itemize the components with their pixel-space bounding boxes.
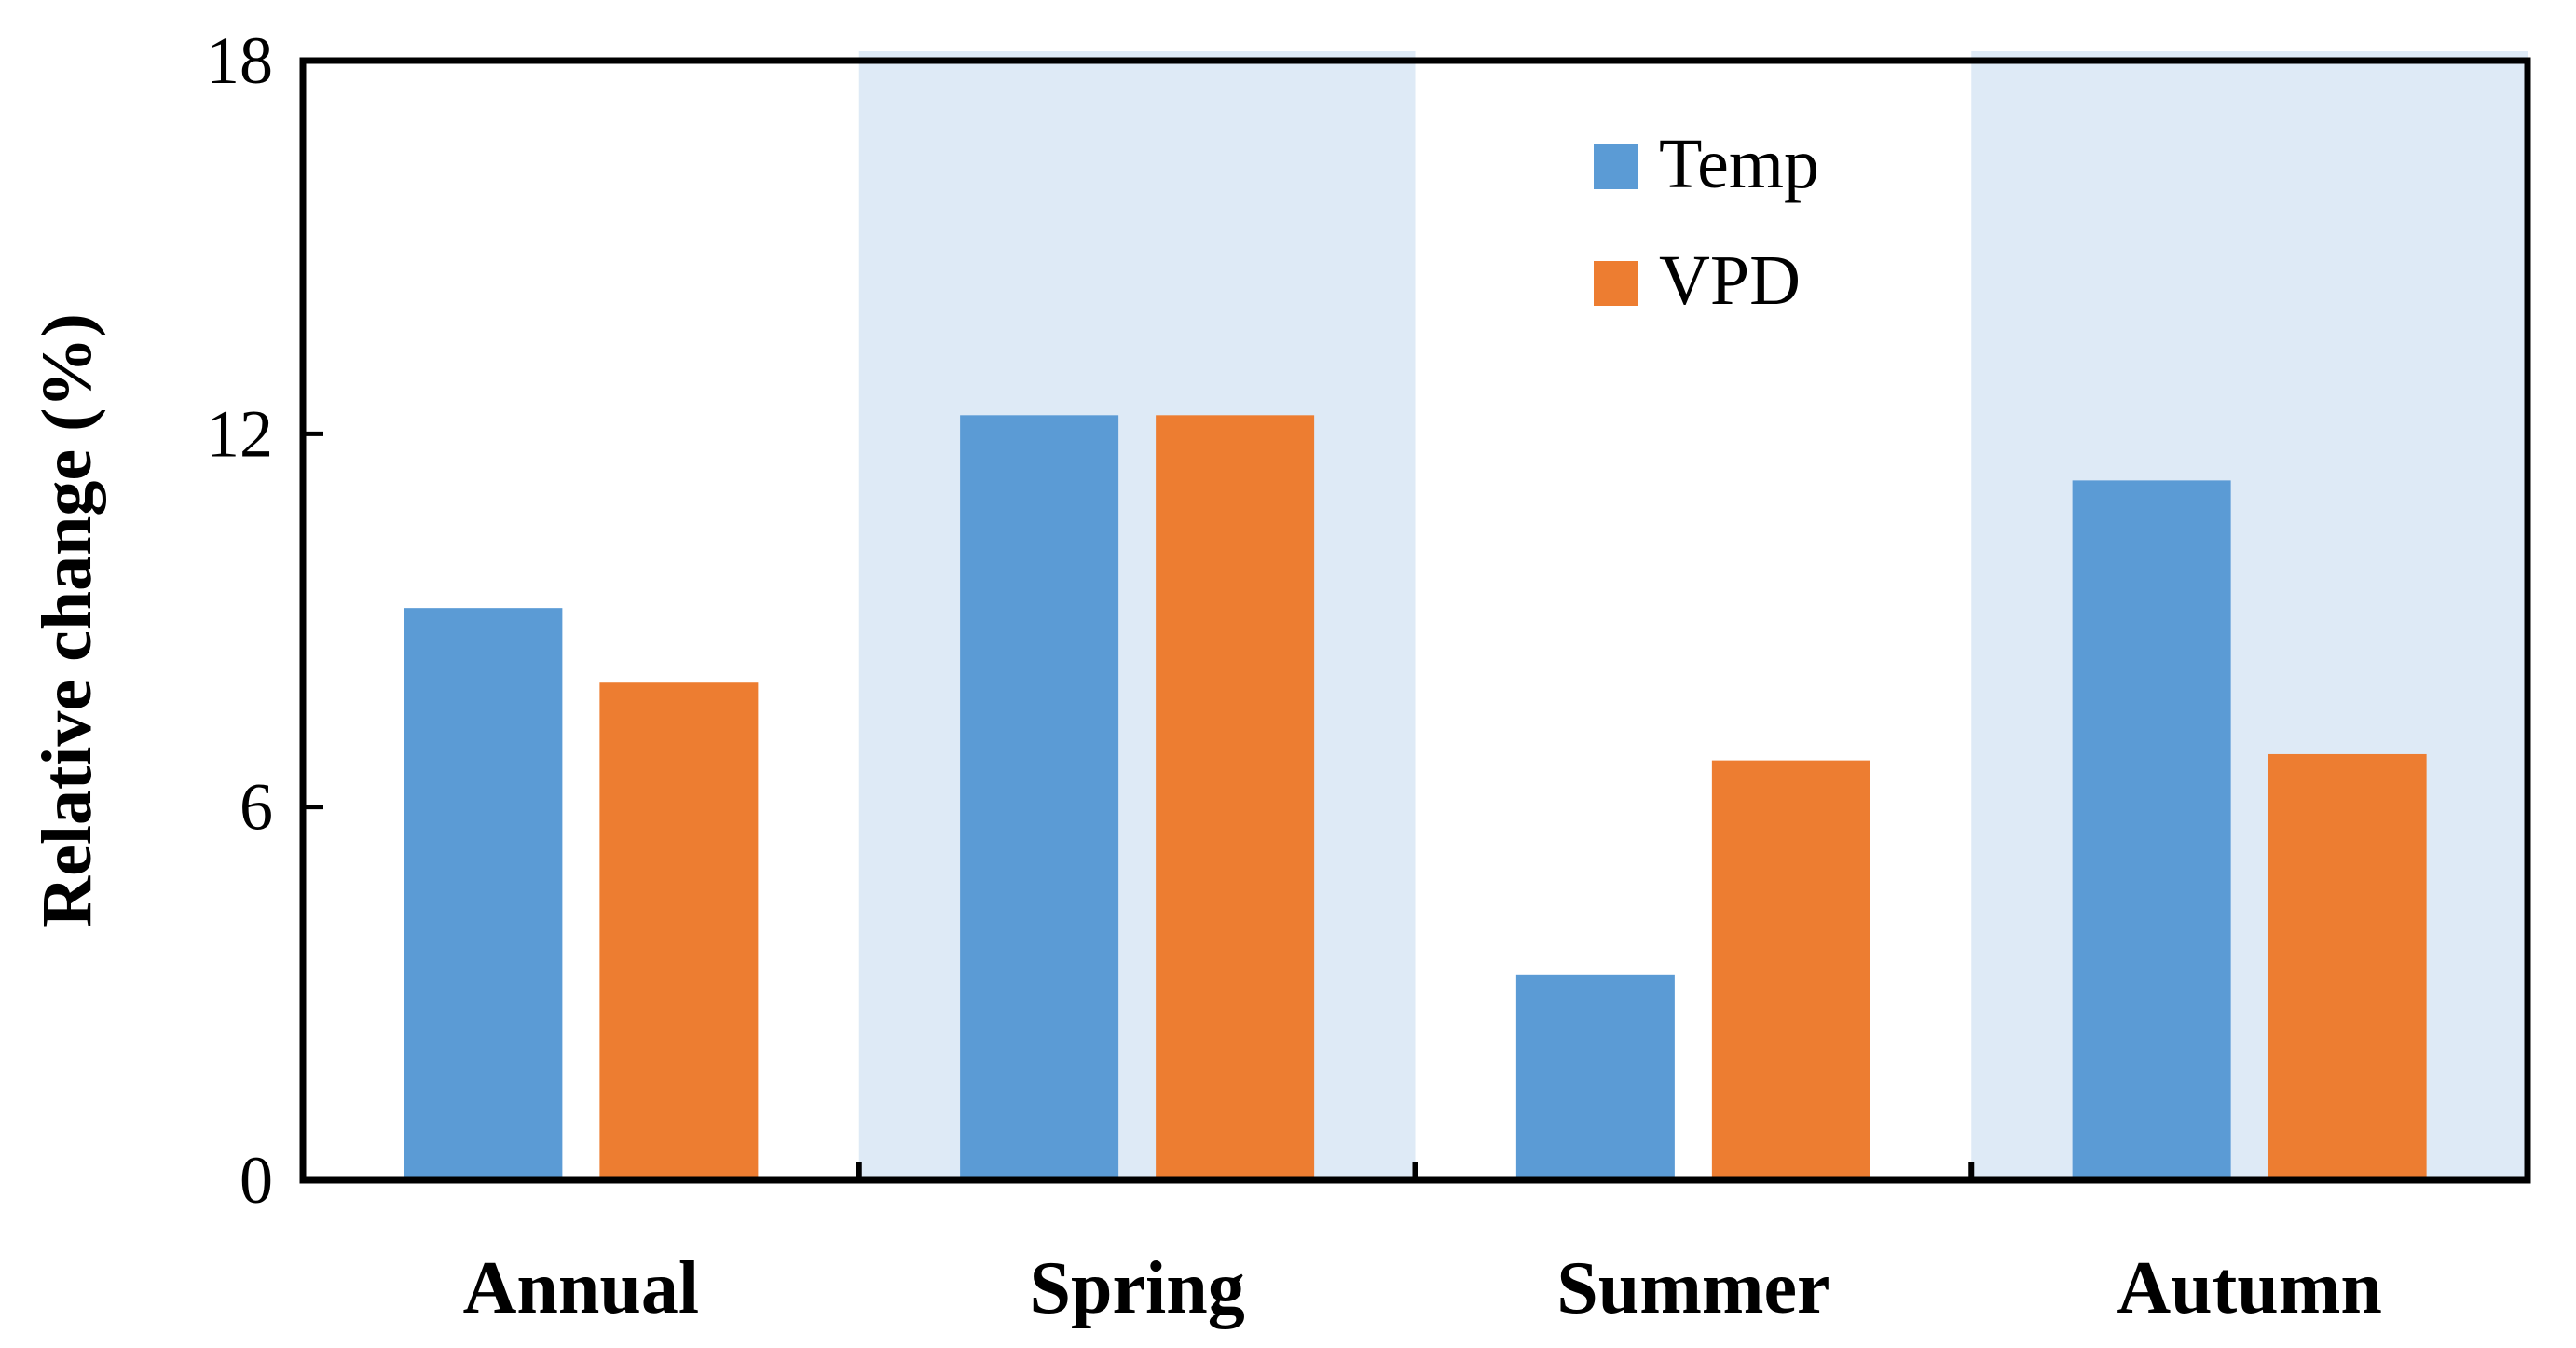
x-label-autumn: Autumn	[2117, 1247, 2382, 1329]
bar-temp-summer	[1515, 974, 1675, 1180]
y-tick-label: 18	[206, 23, 273, 98]
x-label-annual: Annual	[463, 1247, 699, 1329]
bar-vpd-autumn	[2268, 753, 2427, 1180]
x-label-summer: Summer	[1556, 1247, 1829, 1329]
shade-spring	[858, 51, 1416, 1180]
y-tick-label: 0	[240, 1143, 273, 1217]
legend-swatch-vpd	[1594, 261, 1638, 306]
bar-temp-annual	[404, 608, 563, 1180]
shade-autumn	[1971, 51, 2528, 1180]
y-axis-title: Relative change (%)	[28, 313, 106, 928]
bar-vpd-spring	[1156, 415, 1315, 1181]
bars-layer	[404, 415, 2427, 1181]
legend: Temp VPD	[1594, 125, 1819, 320]
y-tick-label: 12	[206, 396, 273, 471]
bar-vpd-summer	[1711, 760, 1870, 1180]
x-label-spring: Spring	[1030, 1247, 1245, 1329]
legend-label-temp: Temp	[1659, 125, 1819, 203]
legend-swatch-temp	[1594, 144, 1638, 189]
bar-temp-spring	[960, 415, 1119, 1181]
axes-layer: 0 6 12 18 Annual Spring Summer Autumn Relative c…	[28, 23, 2531, 1329]
bar-vpd-annual	[599, 682, 759, 1180]
y-tick-label: 6	[240, 770, 273, 845]
category-shading-layer	[858, 51, 2528, 1180]
bar-temp-autumn	[2072, 480, 2231, 1180]
legend-label-vpd: VPD	[1659, 241, 1801, 320]
